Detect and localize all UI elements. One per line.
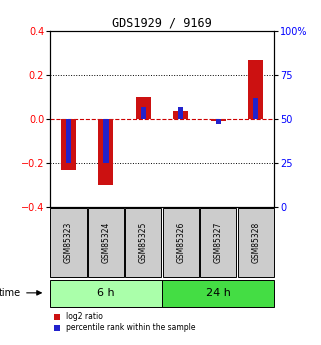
Bar [50, 208, 87, 277]
Text: GSM85325: GSM85325 [139, 222, 148, 263]
Bar [162, 280, 274, 307]
Text: GSM85328: GSM85328 [251, 222, 260, 263]
Text: 24 h: 24 h [206, 288, 231, 298]
Bar [88, 208, 124, 277]
Bar [66, 119, 71, 163]
Bar [141, 107, 146, 119]
Bar [103, 119, 108, 163]
Text: GSM85324: GSM85324 [101, 222, 110, 263]
Bar [253, 98, 258, 119]
Legend: log2 ratio, percentile rank within the sample: log2 ratio, percentile rank within the s… [54, 312, 195, 332]
Bar [200, 208, 236, 277]
Text: GSM85327: GSM85327 [214, 222, 223, 263]
Bar [178, 107, 184, 119]
Bar [61, 119, 76, 169]
Bar [248, 60, 263, 119]
Bar [173, 111, 188, 119]
Bar [163, 208, 199, 277]
Bar [136, 97, 151, 119]
Bar [99, 119, 113, 185]
Text: GSM85323: GSM85323 [64, 222, 73, 263]
Bar [211, 119, 226, 121]
Bar [125, 208, 161, 277]
Bar [238, 208, 274, 277]
Bar [216, 119, 221, 124]
Text: GSM85326: GSM85326 [176, 222, 185, 263]
Text: time: time [0, 288, 21, 298]
Text: 6 h: 6 h [97, 288, 115, 298]
Bar [50, 280, 162, 307]
Title: GDS1929 / 9169: GDS1929 / 9169 [112, 17, 212, 30]
